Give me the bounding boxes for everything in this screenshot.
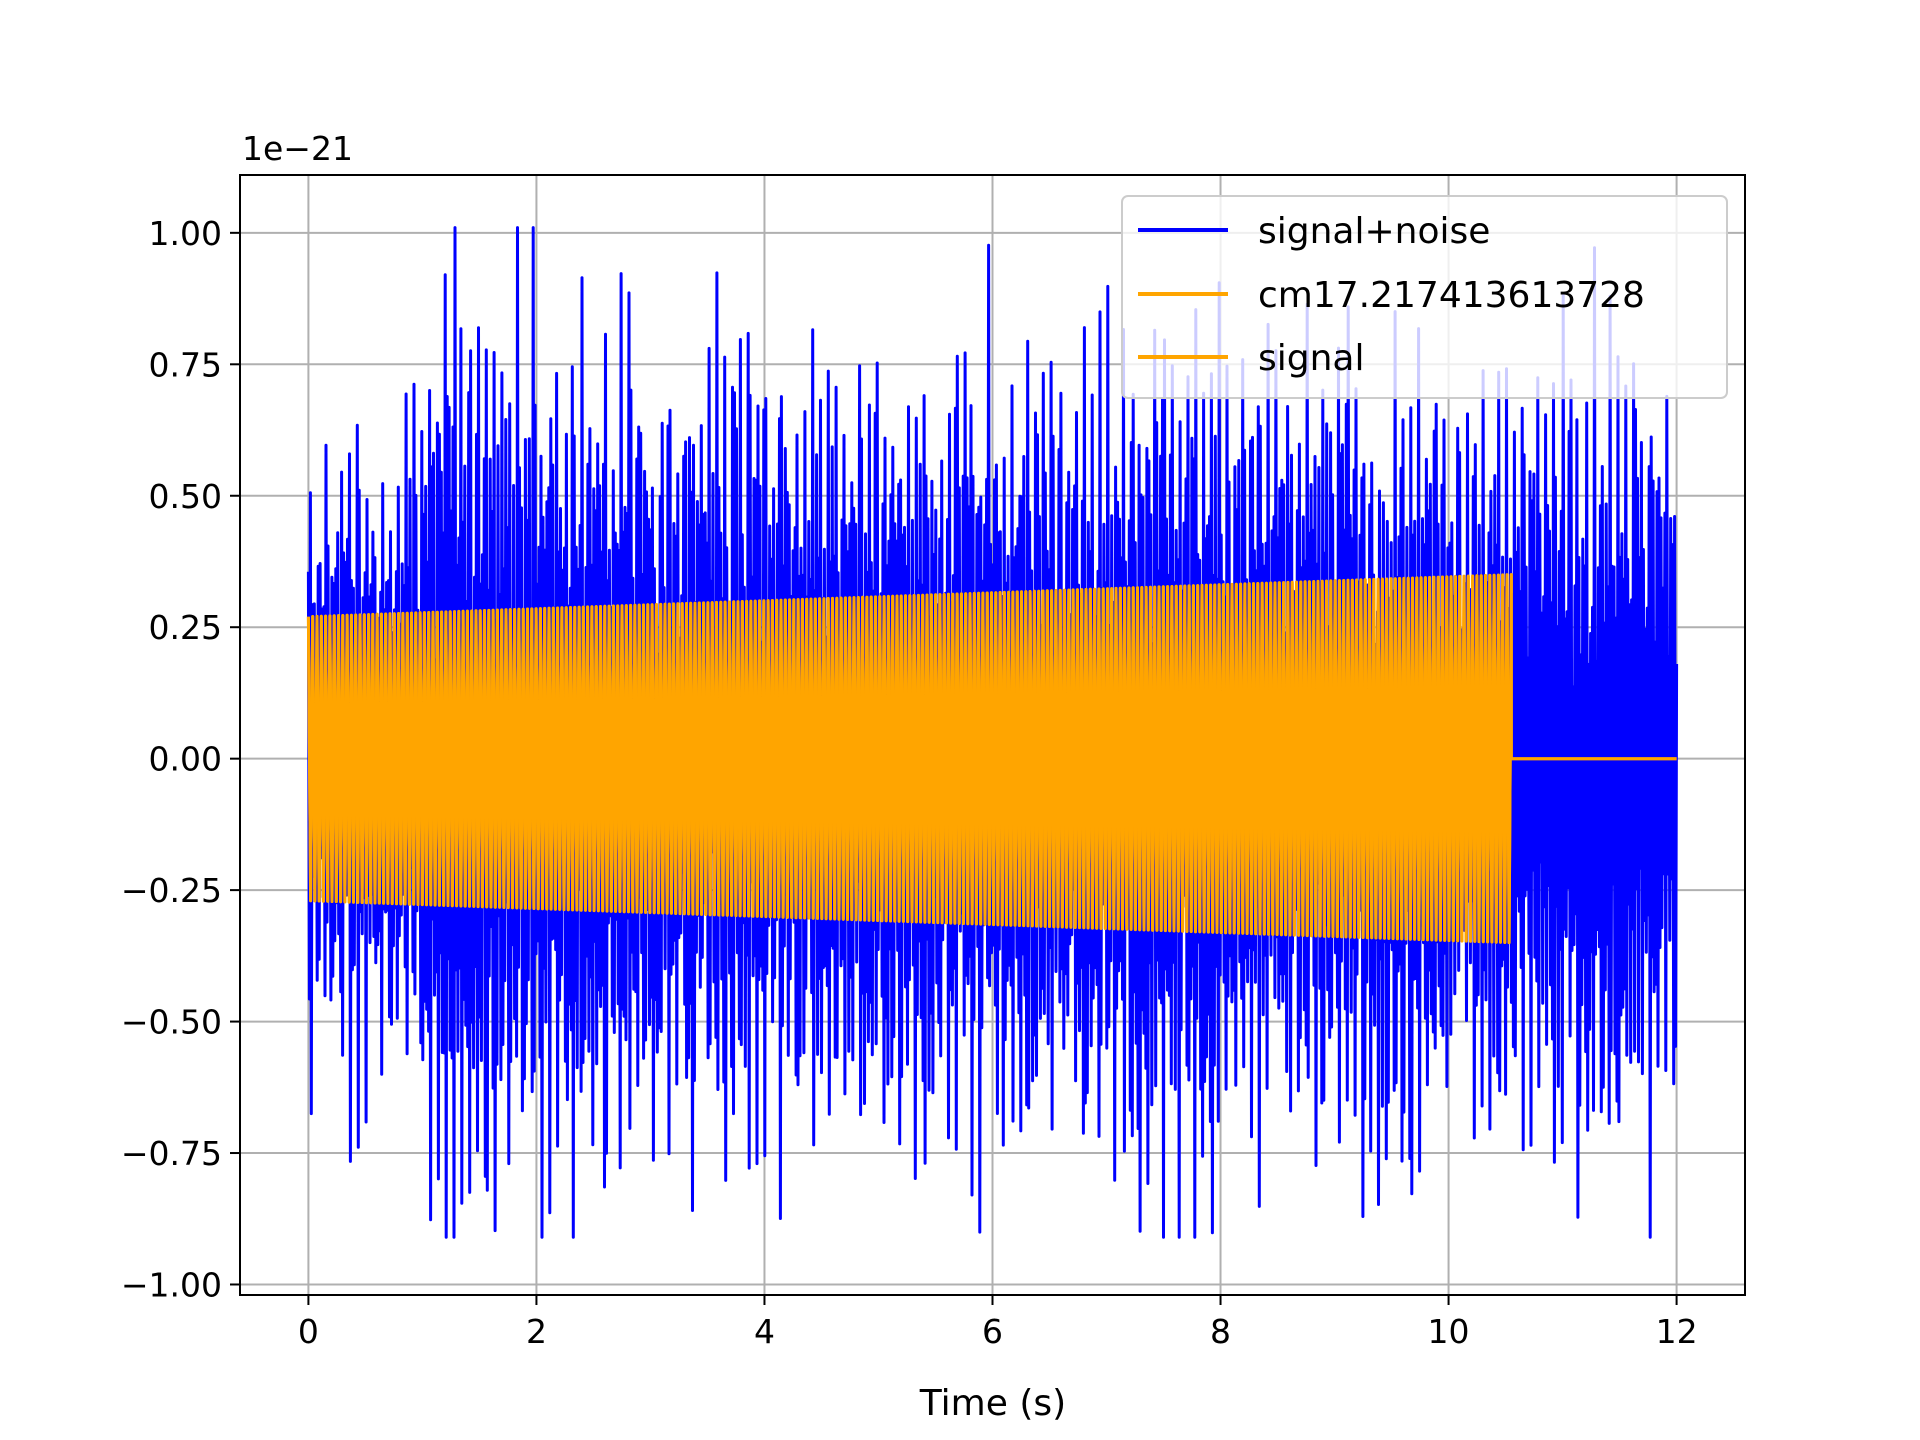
series-signal-line [306,573,1677,945]
legend-label-cm: cm17.217413613728 [1258,275,1645,316]
y-tick-label: −0.25 [121,871,222,910]
y-tick-label: −0.50 [121,1003,222,1042]
x-tick-label: 8 [1210,1312,1231,1351]
y-offset-label: 1e−21 [242,129,353,168]
y-axis: −1.00 −0.75 −0.50 −0.25 0.00 0.25 0.50 0.75 1.00 [121,214,240,1304]
x-tick-label: 12 [1656,1312,1698,1351]
x-axis: 0 2 4 6 8 10 12 [298,1295,1698,1351]
legend-label-signal: signal [1258,338,1365,379]
legend-box [1121,195,1728,399]
y-tick-label: 1.00 [149,214,222,253]
y-tick-label: 0.50 [149,477,222,516]
x-tick-label: 2 [526,1312,547,1351]
x-tick-label: 6 [982,1312,1003,1351]
y-tick-label: 0.25 [149,608,222,647]
legend-label-signal-noise: signal+noise [1258,211,1490,252]
x-axis-title: Time (s) [919,1383,1066,1424]
y-tick-label: −1.00 [121,1265,222,1304]
x-tick-label: 0 [298,1312,319,1351]
y-tick-label: −0.75 [121,1134,222,1173]
x-tick-label: 10 [1428,1312,1470,1351]
x-tick-label: 4 [754,1312,775,1351]
series-layer [306,226,1679,1239]
legend: signal+noise cm17.217413613728 signal [1121,195,1728,399]
y-tick-label: 0.00 [149,740,222,779]
y-tick-label: 0.75 [149,345,222,384]
